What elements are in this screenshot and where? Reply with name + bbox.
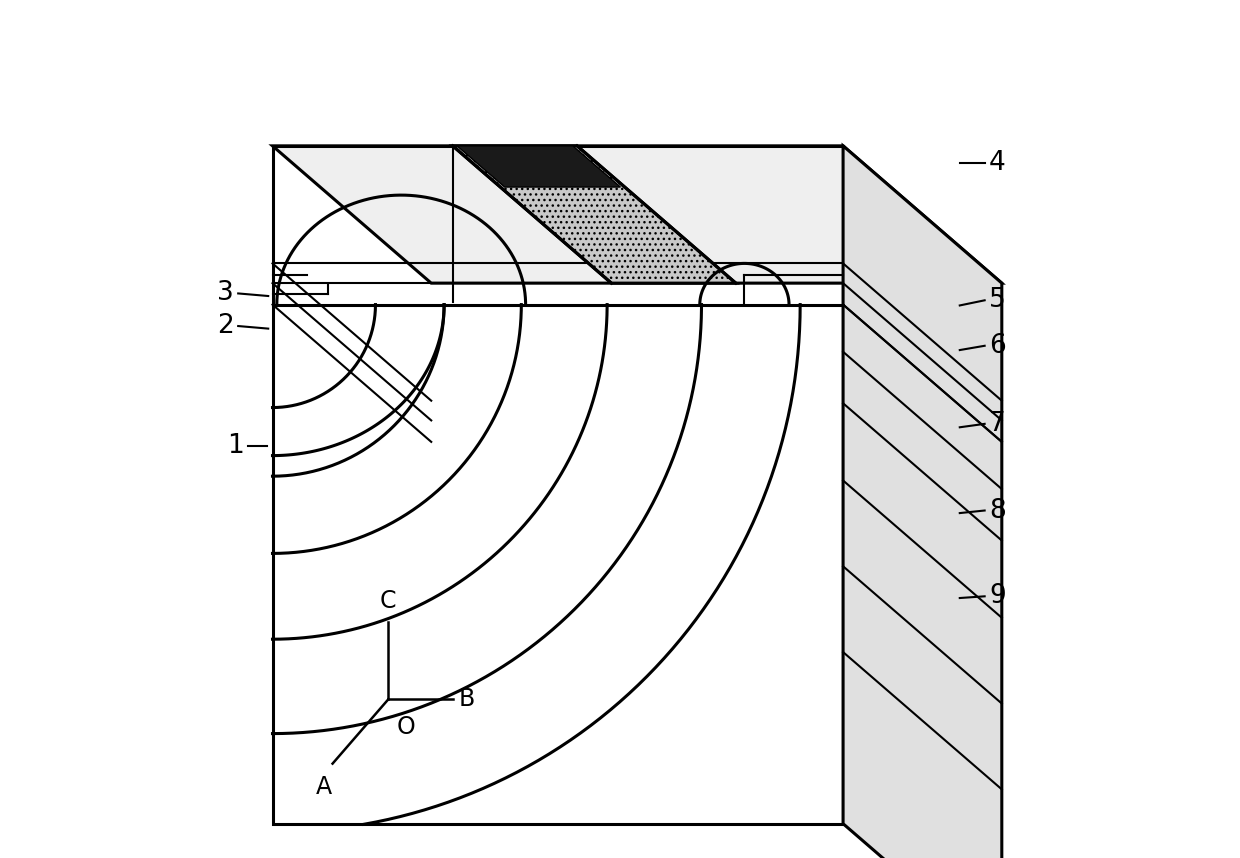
Text: C: C xyxy=(381,589,397,613)
Polygon shape xyxy=(453,146,735,283)
Polygon shape xyxy=(273,146,843,824)
Text: 7: 7 xyxy=(990,411,1006,437)
Text: 1: 1 xyxy=(227,433,244,459)
Text: A: A xyxy=(316,775,332,799)
Text: 2: 2 xyxy=(217,313,233,339)
Polygon shape xyxy=(273,146,1002,283)
Text: 5: 5 xyxy=(990,287,1006,313)
Text: O: O xyxy=(397,715,415,739)
Text: 9: 9 xyxy=(990,583,1006,609)
Text: 8: 8 xyxy=(990,498,1006,523)
Text: 4: 4 xyxy=(990,150,1006,176)
Text: 6: 6 xyxy=(990,333,1006,359)
Polygon shape xyxy=(458,146,620,187)
Text: B: B xyxy=(459,687,475,711)
Polygon shape xyxy=(843,146,1002,858)
Text: 3: 3 xyxy=(217,281,233,306)
